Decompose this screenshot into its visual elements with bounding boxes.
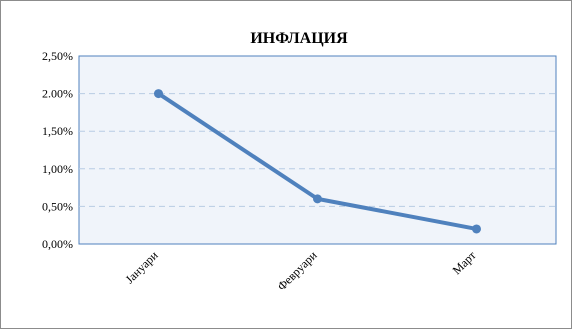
y-tick-label: 2.00%	[42, 87, 73, 101]
series-layer	[154, 89, 481, 234]
y-tick-label: 2,50%	[42, 49, 73, 63]
y-axis-tick-labels: 0,00% 0,50% 1,00% 1,50% 2.00% 2,50%	[42, 49, 73, 251]
plot-area	[78, 55, 557, 245]
chart-title: ИНФЛАЦИЯ	[250, 30, 348, 47]
y-tick-label: 0,50%	[42, 199, 73, 213]
x-axis-tick-labels: Јануари Февруари Март	[122, 248, 479, 294]
x-tick-label: Март	[450, 248, 480, 278]
data-point	[313, 194, 322, 204]
y-tick-label: 0,00%	[42, 237, 73, 251]
data-point	[472, 224, 481, 234]
data-point	[154, 89, 163, 99]
y-tick-label: 1,00%	[42, 162, 73, 176]
x-tick-label: Февруари	[274, 248, 320, 294]
x-tick-label: Јануари	[122, 248, 161, 287]
y-tick-label: 1,50%	[42, 124, 73, 138]
